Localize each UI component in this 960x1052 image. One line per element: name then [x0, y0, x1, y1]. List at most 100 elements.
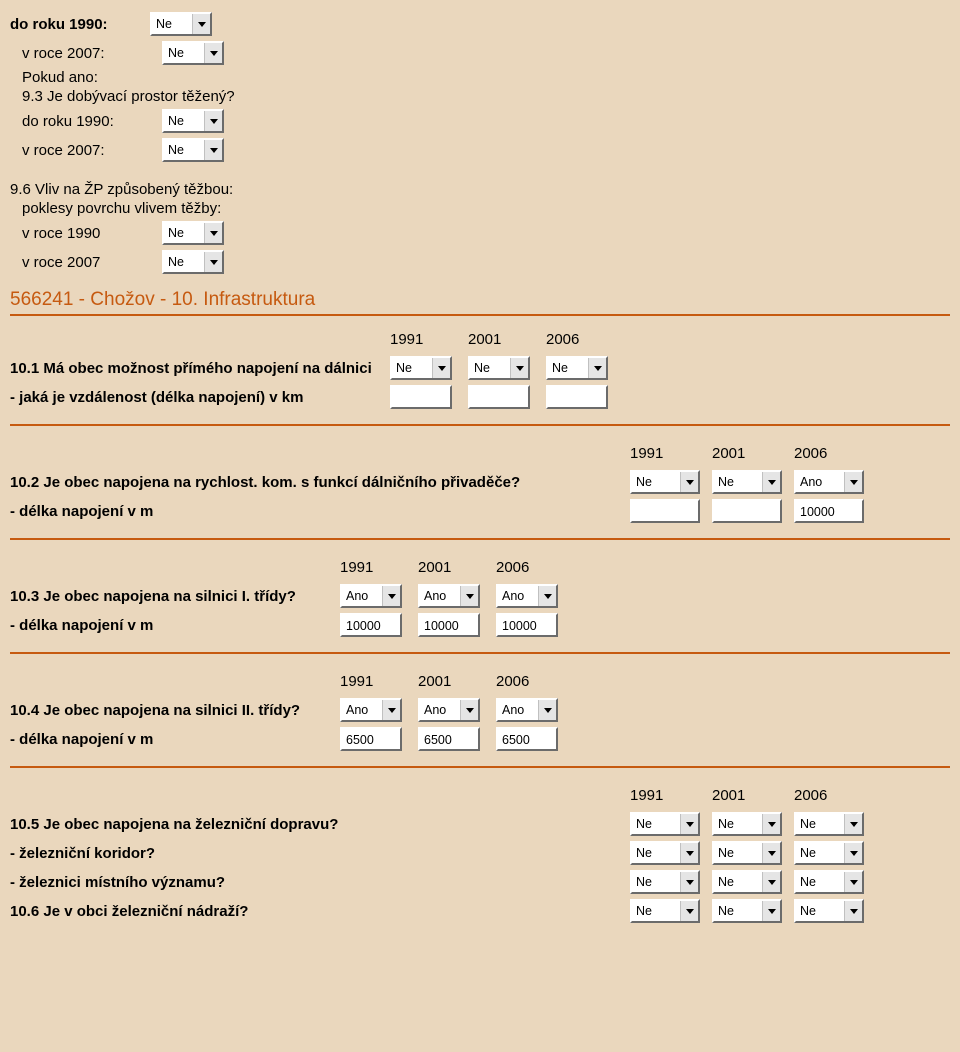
q101-txt-1991[interactable] — [390, 385, 452, 409]
q102-sel-2001[interactable]: Ne — [712, 470, 782, 494]
q104-txt-2006[interactable]: 6500 — [496, 727, 558, 751]
chevron-down-icon — [382, 586, 400, 606]
chevron-down-icon — [204, 111, 222, 131]
q104-txt-2001[interactable]: 6500 — [418, 727, 480, 751]
divider — [10, 538, 950, 540]
q96-r1-select[interactable]: Ne — [162, 221, 224, 245]
q102-sel-1991[interactable]: Ne — [630, 470, 700, 494]
q103-sel-2001[interactable]: Ano — [418, 584, 480, 608]
q102-sel-2006[interactable]: Ano — [794, 470, 864, 494]
chevron-down-icon — [460, 586, 478, 606]
section-10-title: 566241 - Chožov - 10. Infrastruktura — [10, 289, 950, 316]
year-2001: 2001 — [468, 331, 530, 348]
q93pre-r1-select[interactable]: Ne — [150, 12, 212, 36]
year-2006: 2006 — [794, 445, 864, 462]
chevron-down-icon — [844, 872, 862, 892]
q101-txt-2001[interactable] — [468, 385, 530, 409]
chevron-down-icon — [680, 901, 698, 921]
chevron-down-icon — [762, 901, 780, 921]
q101-title: 10.1 Má obec možnost přímého napojení na… — [10, 360, 390, 377]
q102-title: 10.2 Je obec napojena na rychlost. kom. … — [10, 474, 630, 491]
q103-txt-2001[interactable]: 10000 — [418, 613, 480, 637]
year-2006: 2006 — [496, 559, 558, 576]
q105-r2-label: - železniční koridor? — [10, 845, 630, 862]
chevron-down-icon — [680, 843, 698, 863]
q96-sub: poklesy povrchu vlivem těžby: — [10, 200, 950, 217]
divider — [10, 424, 950, 426]
q96-r1-label: v roce 1990 — [22, 225, 162, 242]
chevron-down-icon — [680, 472, 698, 492]
q93pre-r2-select[interactable]: Ne — [162, 41, 224, 65]
chevron-down-icon — [460, 700, 478, 720]
q105-r2-sel-c[interactable]: Ne — [794, 841, 864, 865]
q96-r2-label: v roce 2007 — [22, 254, 162, 271]
chevron-down-icon — [204, 43, 222, 63]
q101-sel-1991[interactable]: Ne — [390, 356, 452, 380]
q93pre-r2-label: v roce 2007: — [22, 45, 162, 62]
q102-sub: - délka napojení v m — [10, 503, 630, 520]
q104-sel-2001[interactable]: Ano — [418, 698, 480, 722]
q105-r2-sel-b[interactable]: Ne — [712, 841, 782, 865]
q101-sub: - jaká je vzdálenost (délka napojení) v … — [10, 389, 390, 406]
year-2001: 2001 — [712, 445, 782, 462]
year-2006: 2006 — [546, 331, 608, 348]
year-1991: 1991 — [340, 559, 402, 576]
q103-sel-2006[interactable]: Ano — [496, 584, 558, 608]
year-1991: 1991 — [390, 331, 452, 348]
q105-r3-label: - železnici místního významu? — [10, 874, 630, 891]
q105-r1-sel-c[interactable]: Ne — [794, 812, 864, 836]
chevron-down-icon — [432, 358, 450, 378]
q93-title: 9.3 Je dobývací prostor těžený? — [10, 88, 950, 105]
q105-r3-sel-a[interactable]: Ne — [630, 870, 700, 894]
q93-r2-label: v roce 2007: — [22, 142, 162, 159]
year-2001: 2001 — [418, 559, 480, 576]
divider — [10, 766, 950, 768]
chevron-down-icon — [680, 872, 698, 892]
q102-txt-1991[interactable] — [630, 499, 700, 523]
q105-r1-sel-a[interactable]: Ne — [630, 812, 700, 836]
q101-txt-2006[interactable] — [546, 385, 608, 409]
year-1991: 1991 — [340, 673, 402, 690]
q93-cond: Pokud ano: — [10, 69, 950, 86]
q105-r2-sel-a[interactable]: Ne — [630, 841, 700, 865]
year-1991: 1991 — [630, 445, 700, 462]
chevron-down-icon — [204, 223, 222, 243]
q105-r3-sel-b[interactable]: Ne — [712, 870, 782, 894]
q103-txt-1991[interactable]: 10000 — [340, 613, 402, 637]
q106-sel-b[interactable]: Ne — [712, 899, 782, 923]
q102-txt-2006[interactable]: 10000 — [794, 499, 864, 523]
chevron-down-icon — [204, 140, 222, 160]
q104-sel-2006[interactable]: Ano — [496, 698, 558, 722]
q106-sel-a[interactable]: Ne — [630, 899, 700, 923]
q101-sel-2001[interactable]: Ne — [468, 356, 530, 380]
select-value: Ne — [156, 17, 192, 31]
q96-title: 9.6 Vliv na ŽP způsobený těžbou: — [10, 181, 950, 198]
q103-txt-2006[interactable]: 10000 — [496, 613, 558, 637]
chevron-down-icon — [762, 814, 780, 834]
q93-r2-select[interactable]: Ne — [162, 138, 224, 162]
select-value: Ne — [168, 255, 204, 269]
chevron-down-icon — [762, 843, 780, 863]
chevron-down-icon — [588, 358, 606, 378]
year-2001: 2001 — [712, 787, 782, 804]
q96-r2-select[interactable]: Ne — [162, 250, 224, 274]
q102-txt-2001[interactable] — [712, 499, 782, 523]
chevron-down-icon — [192, 14, 210, 34]
q104-sub: - délka napojení v m — [10, 731, 340, 748]
q93-r1-label: do roku 1990: — [22, 113, 162, 130]
q104-title: 10.4 Je obec napojena na silnici II. tří… — [10, 702, 340, 719]
year-2006: 2006 — [496, 673, 558, 690]
select-value: Ne — [168, 143, 204, 157]
q106-sel-c[interactable]: Ne — [794, 899, 864, 923]
q103-sel-1991[interactable]: Ano — [340, 584, 402, 608]
select-value: Ne — [168, 226, 204, 240]
q101-sel-2006[interactable]: Ne — [546, 356, 608, 380]
chevron-down-icon — [762, 872, 780, 892]
q104-txt-1991[interactable]: 6500 — [340, 727, 402, 751]
q104-sel-1991[interactable]: Ano — [340, 698, 402, 722]
chevron-down-icon — [762, 472, 780, 492]
q105-r3-sel-c[interactable]: Ne — [794, 870, 864, 894]
q105-r1-sel-b[interactable]: Ne — [712, 812, 782, 836]
q93-r1-select[interactable]: Ne — [162, 109, 224, 133]
chevron-down-icon — [680, 814, 698, 834]
